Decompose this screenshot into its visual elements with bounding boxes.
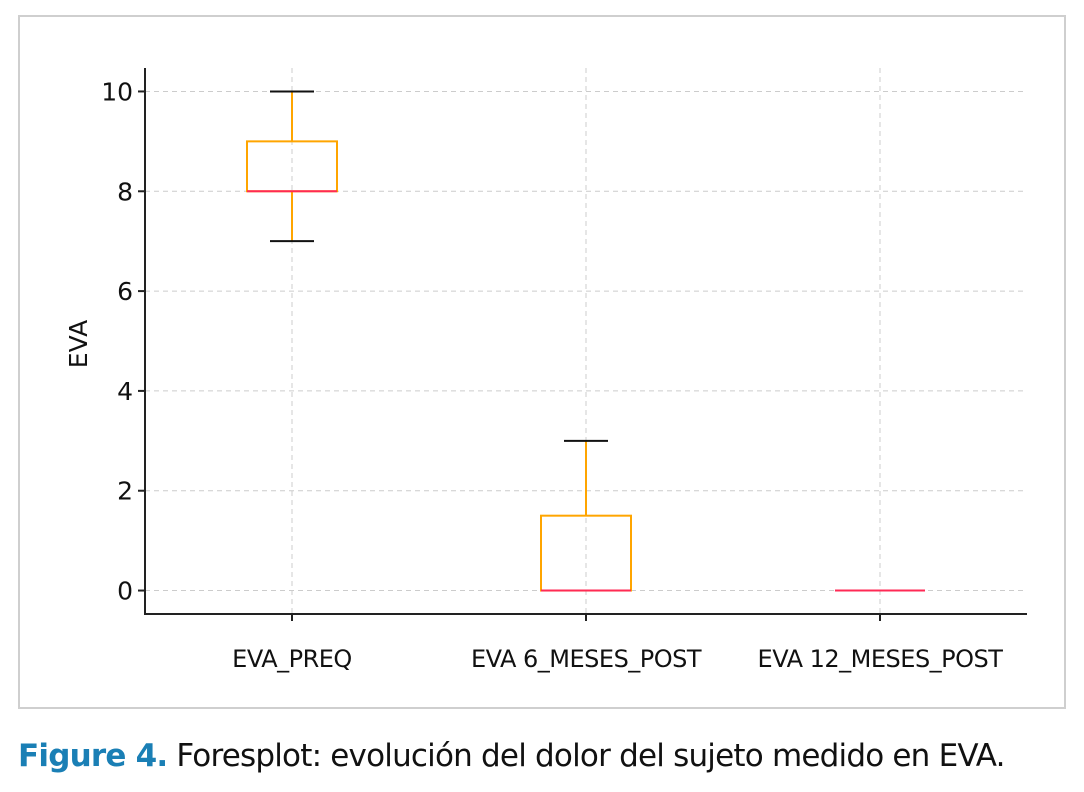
y-tick-label: 2 bbox=[117, 477, 133, 506]
x-tick-label: EVA 12_MESES_POST bbox=[758, 645, 1004, 673]
figure-caption: Figure 4. Foresplot: evolución del dolor… bbox=[18, 738, 1006, 774]
figure-frame bbox=[18, 15, 1066, 709]
y-tick-label: 4 bbox=[117, 377, 133, 406]
y-tick-label: 8 bbox=[117, 177, 133, 206]
y-tick-label: 0 bbox=[117, 577, 133, 606]
x-tick-label: EVA 6_MESES_POST bbox=[471, 645, 702, 673]
box-iqr bbox=[540, 514, 632, 592]
box-plot: 0 2 4 6 8 10 EVA_PREQ EVA 6_MESES_POST EVA 12_ME… bbox=[64, 68, 1027, 673]
caption-text: Foresplot: evolución del dolor del sujet… bbox=[167, 738, 1005, 774]
box-iqr bbox=[246, 140, 338, 193]
y-axis-label: EVA bbox=[64, 320, 93, 368]
y-tick-label: 10 bbox=[101, 77, 133, 106]
caption-label: Figure 4. bbox=[18, 738, 168, 774]
y-tick-label: 6 bbox=[117, 277, 133, 306]
x-tick-label: EVA_PREQ bbox=[232, 645, 352, 673]
